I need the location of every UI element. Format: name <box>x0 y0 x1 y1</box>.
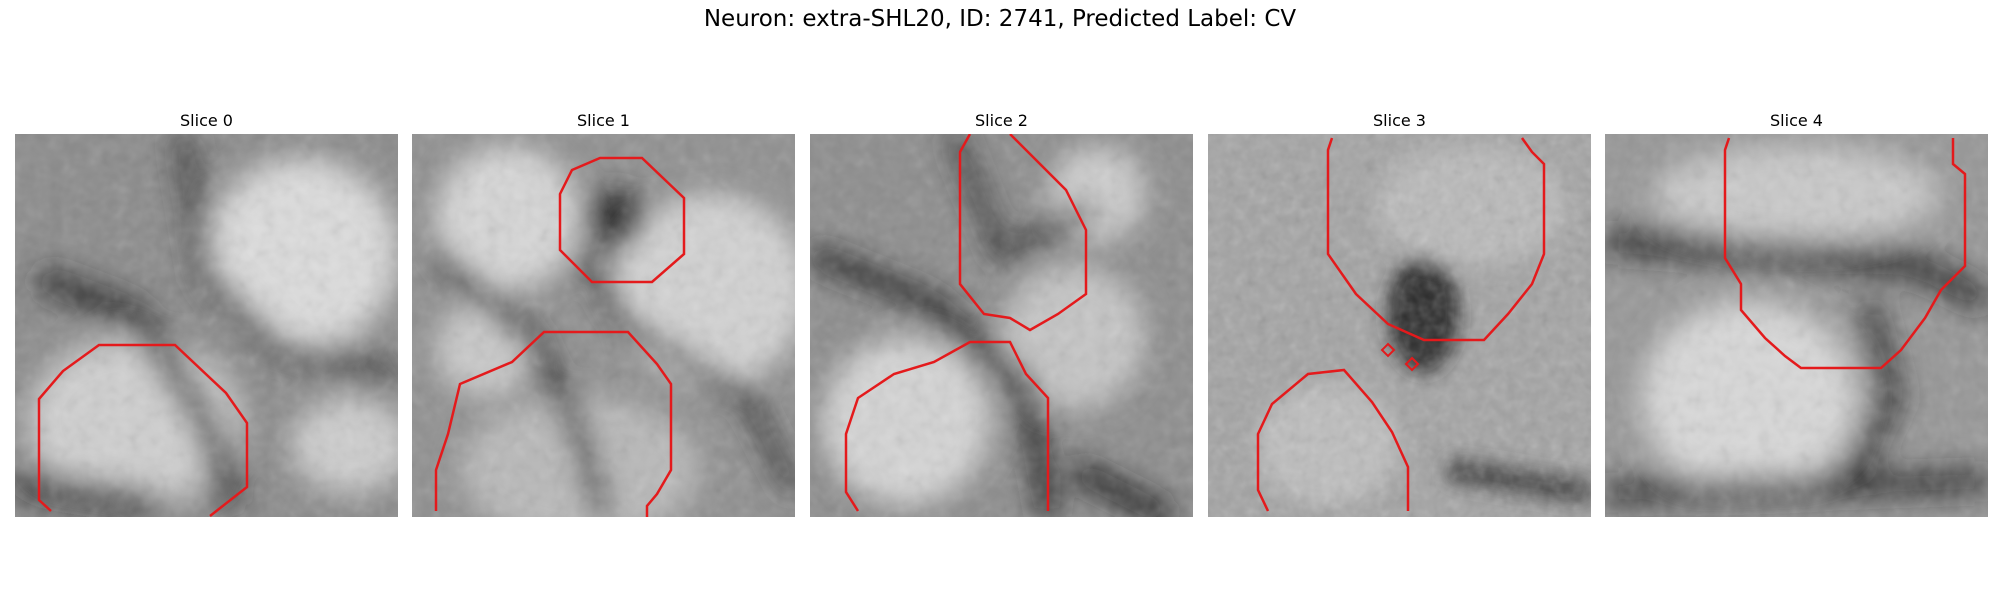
slice-image <box>15 134 398 517</box>
slice-image <box>1605 134 1988 517</box>
figure-title: Neuron: extra-SHL20, ID: 2741, Predicted… <box>703 6 1297 32</box>
contour-overlay <box>844 134 1088 512</box>
contour-overlay <box>1256 137 1546 512</box>
contour-overlay <box>1723 137 1967 370</box>
contour-overlay <box>37 343 249 517</box>
slice-image <box>810 134 1193 517</box>
slice-title: Slice 3 <box>1373 111 1426 130</box>
slice-title: Slice 4 <box>1770 111 1823 130</box>
slice-panel-2: Slice 2 <box>810 108 1193 517</box>
slice-image <box>1208 134 1591 517</box>
slice-panel-0: Slice 0 <box>15 108 398 517</box>
slice-panel-4: Slice 4 <box>1605 108 1988 517</box>
slice-panel-1: Slice 1 <box>412 108 795 517</box>
slice-image <box>412 134 795 517</box>
slice-title: Slice 2 <box>975 111 1028 130</box>
slice-panel-3: Slice 3 <box>1208 108 1591 517</box>
contour-overlay <box>434 156 686 517</box>
slice-title: Slice 0 <box>180 111 233 130</box>
slice-title: Slice 1 <box>577 111 630 130</box>
